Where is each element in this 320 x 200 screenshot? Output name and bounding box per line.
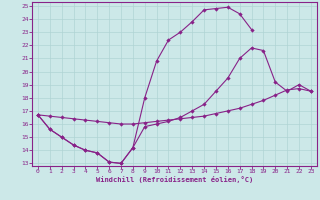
X-axis label: Windchill (Refroidissement éolien,°C): Windchill (Refroidissement éolien,°C) — [96, 176, 253, 183]
